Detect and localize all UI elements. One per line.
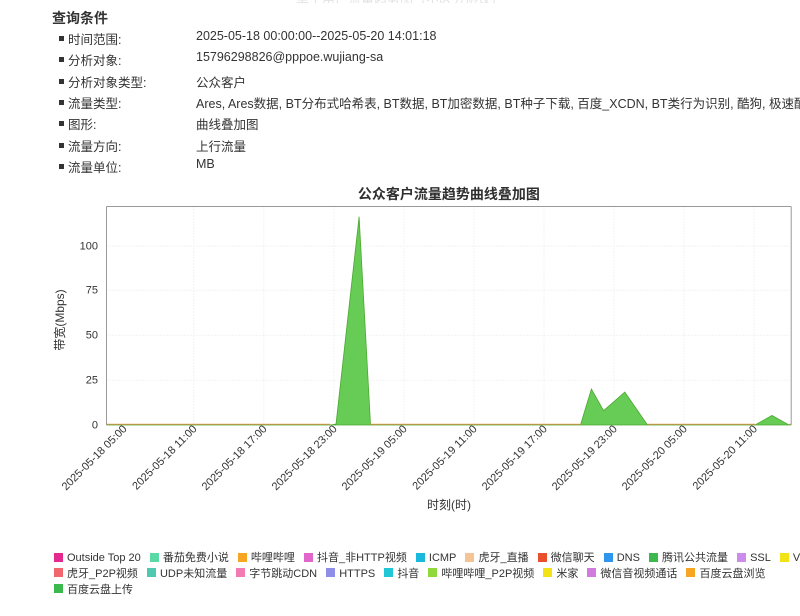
- svg-text:25: 25: [86, 375, 98, 387]
- svg-text:2025-05-18 05:00: 2025-05-18 05:00: [60, 423, 130, 493]
- svg-text:75: 75: [86, 285, 98, 297]
- svg-text:2025-05-20 11:00: 2025-05-20 11:00: [691, 423, 760, 492]
- svg-text:0: 0: [92, 419, 98, 431]
- svg-text:50: 50: [86, 330, 98, 342]
- svg-text:2025-05-18 11:00: 2025-05-18 11:00: [130, 423, 199, 492]
- svg-text:2025-05-19 17:00: 2025-05-19 17:00: [480, 423, 550, 493]
- svg-text:2025-05-18 17:00: 2025-05-18 17:00: [200, 423, 270, 493]
- svg-text:带宽(Mbps): 带宽(Mbps): [52, 289, 67, 350]
- svg-text:2025-05-19 11:00: 2025-05-19 11:00: [410, 423, 479, 492]
- svg-text:时刻(时): 时刻(时): [427, 498, 471, 512]
- svg-text:2025-05-20 05:00: 2025-05-20 05:00: [620, 423, 690, 493]
- svg-text:2025-05-18 23:00: 2025-05-18 23:00: [270, 423, 340, 493]
- svg-text:100: 100: [80, 241, 98, 253]
- svg-text:2025-05-19 23:00: 2025-05-19 23:00: [550, 423, 620, 493]
- svg-text:2025-05-19 05:00: 2025-05-19 05:00: [340, 423, 410, 493]
